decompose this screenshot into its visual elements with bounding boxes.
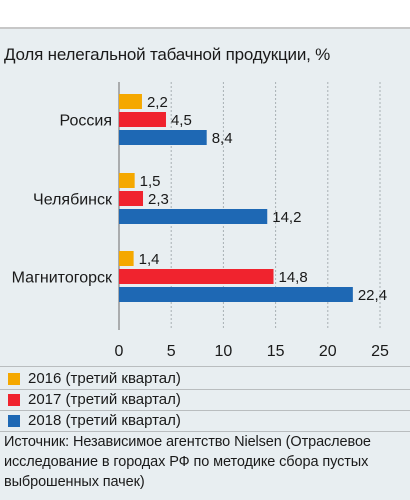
legend-swatch-2017 — [8, 394, 20, 406]
top-bar — [0, 0, 410, 29]
data-label: 4,5 — [171, 112, 192, 129]
x-tick-label: 0 — [115, 343, 124, 360]
divider-line — [0, 431, 410, 432]
bar — [119, 130, 207, 145]
bar — [119, 94, 142, 109]
bar — [119, 209, 268, 224]
x-tick-label: 15 — [267, 343, 285, 360]
legend-label-2017: 2017 (третий квартал) — [28, 391, 181, 408]
legend-swatch-2018 — [8, 415, 20, 427]
x-tick-label: 5 — [167, 343, 176, 360]
category-label: Магнитогорск — [12, 270, 113, 287]
bar — [119, 112, 166, 127]
data-label: 22,4 — [358, 287, 387, 304]
data-label: 2,2 — [147, 94, 168, 111]
bar — [119, 191, 144, 206]
bar — [119, 173, 135, 188]
data-label: 2,3 — [148, 191, 169, 208]
bar — [119, 269, 274, 284]
bar — [119, 251, 134, 266]
category-label: Россия — [60, 113, 112, 130]
bar — [119, 287, 353, 302]
divider-line — [0, 366, 410, 367]
source-note: Источник: Независимое агентство Nielsen … — [4, 434, 371, 490]
category-label: Челябинск — [33, 192, 113, 209]
legend-label-2018: 2018 (третий квартал) — [28, 412, 181, 429]
data-label: 8,4 — [212, 130, 233, 147]
x-tick-label: 10 — [215, 343, 233, 360]
x-tick-label: 25 — [371, 343, 389, 360]
chart-title: Доля нелегальной табачной продукции, % — [4, 45, 331, 64]
data-label: 14,2 — [272, 209, 301, 226]
x-tick-label: 20 — [319, 343, 337, 360]
data-label: 1,4 — [139, 251, 160, 268]
legend-label-2016: 2016 (третий квартал) — [28, 370, 181, 387]
bar-chart: 0 5 10 15 20 25 2,24,5 8,4 Россия 1,52,3 14,2 Челяб… — [12, 82, 389, 360]
legend-swatch-2016 — [8, 373, 20, 385]
data-label: 1,5 — [140, 173, 161, 190]
divider-line — [0, 410, 410, 411]
divider-line — [0, 389, 410, 390]
data-label: 14,8 — [279, 269, 308, 286]
